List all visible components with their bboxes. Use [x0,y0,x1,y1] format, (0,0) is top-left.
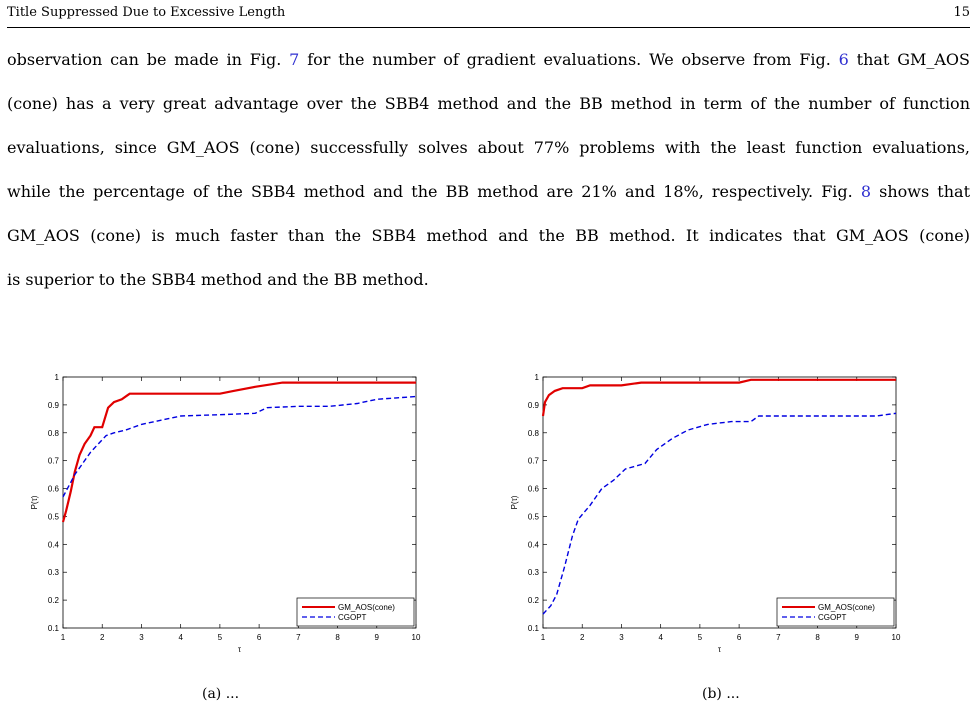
plot-area-frame [542,376,897,629]
y-tick-label: 0.2 [528,596,540,605]
y-tick-label: 0.7 [48,457,60,466]
legend: GM_AOS(cone)CGOPT [776,597,895,627]
text-run: that GM_AOS [848,50,971,69]
y-tick-label: 0.6 [48,485,60,494]
caption-right: (b) ... [702,686,740,702]
plot-area-frame [62,376,417,629]
x-tick-label: 4 [178,633,183,642]
series-line-gm-aos-cone [541,378,896,417]
y-axis-label: P(τ) [510,495,519,509]
y-tick-label: 0.7 [528,457,540,466]
page-number: 15 [953,5,970,20]
y-tick-label: 0.2 [48,596,60,605]
body-line-1: observation can be made in Fig. 7 for th… [7,50,970,69]
legend-label: CGOPT [818,613,847,622]
x-tick-label: 3 [619,633,624,642]
text-run: while the percentage of the SBB4 method … [7,182,861,201]
x-tick-label: 7 [776,633,781,642]
y-tick-label: 0.5 [528,512,540,521]
x-tick-label: 8 [815,633,820,642]
body-line-5: GM_AOS (cone) is much faster than the SB… [7,226,970,245]
y-axis-label: P(τ) [30,495,39,509]
series-line-cgopt [542,412,897,615]
y-tick-label: 0.6 [528,485,540,494]
figure-ref-7[interactable]: 7 [289,50,300,69]
x-tick-label: 6 [737,633,742,642]
y-tick-label: 0.3 [528,568,540,577]
body-line-3: evaluations, since GM_AOS (cone) success… [7,138,970,157]
x-tick-label: 2 [100,633,105,642]
text-run: shows that [871,182,970,201]
text-run: for the number of gradient evaluations. … [299,50,839,69]
y-tick-label: 0.3 [48,568,60,577]
body-line-6: is superior to the SBB4 method and the B… [7,270,429,289]
y-tick-label: 0.5 [48,512,60,521]
x-axis-label: τ [718,645,722,654]
x-tick-label: 10 [892,633,901,642]
text-run: observation can be made in Fig. [7,50,290,69]
y-tick-label: 0.1 [528,624,540,633]
legend-label: CGOPT [338,613,367,622]
y-tick-label: 0.9 [48,401,60,410]
body-line-4: while the percentage of the SBB4 method … [7,182,970,201]
x-tick-label: 2 [580,633,585,642]
series-line-gm-aos-cone [61,381,416,523]
x-tick-label: 6 [257,633,262,642]
legend-label: GM_AOS(cone) [818,603,875,612]
y-tick-label: 1 [535,373,540,382]
running-head: Title Suppressed Due to Excessive Length… [7,5,970,20]
figure-ref-6[interactable]: 6 [838,50,849,69]
x-tick-label: 4 [658,633,663,642]
y-tick-label: 0.8 [528,429,540,438]
legend-label: GM_AOS(cone) [338,603,395,612]
legend-box [296,597,415,627]
legend-box [776,597,895,627]
y-tick-label: 0.4 [528,540,540,549]
x-tick-label: 3 [139,633,144,642]
x-tick-label: 5 [698,633,703,642]
performance-profile-chart-right: 1 2 3 4 5 6 7 8 9 10 0.1 0.2 0.3 0.4 0.5 0.6 0.7 0.8 0.9 1 τ… [510,373,901,654]
x-tick-label: 9 [375,633,380,642]
x-tick-label: 5 [218,633,223,642]
x-tick-label: 7 [296,633,301,642]
y-tick-label: 1 [55,373,60,382]
y-tick-label: 0.1 [48,624,60,633]
performance-profile-chart-left: 1 2 3 4 5 6 7 8 9 10 0.1 0.2 0.3 0.4 0.5 0.6 0.7 0.8 0.9 1 τ… [30,373,421,654]
y-tick-label: 0.9 [528,401,540,410]
y-tick-label: 0.4 [48,540,60,549]
running-title: Title Suppressed Due to Excessive Length [7,5,286,20]
series-line-cgopt [62,395,417,498]
caption-left: (a) ... [202,686,240,702]
legend: GM_AOS(cone)CGOPT [296,597,415,627]
body-line-2: (cone) has a very great advantage over t… [7,94,970,113]
x-tick-label: 9 [855,633,860,642]
figure-ref-8[interactable]: 8 [860,182,872,201]
x-tick-label: 8 [335,633,340,642]
x-axis-label: τ [238,645,242,654]
x-tick-label: 1 [541,633,546,642]
x-tick-label: 10 [412,633,421,642]
header-rule [7,27,970,28]
y-tick-label: 0.8 [48,429,60,438]
x-tick-label: 1 [61,633,66,642]
